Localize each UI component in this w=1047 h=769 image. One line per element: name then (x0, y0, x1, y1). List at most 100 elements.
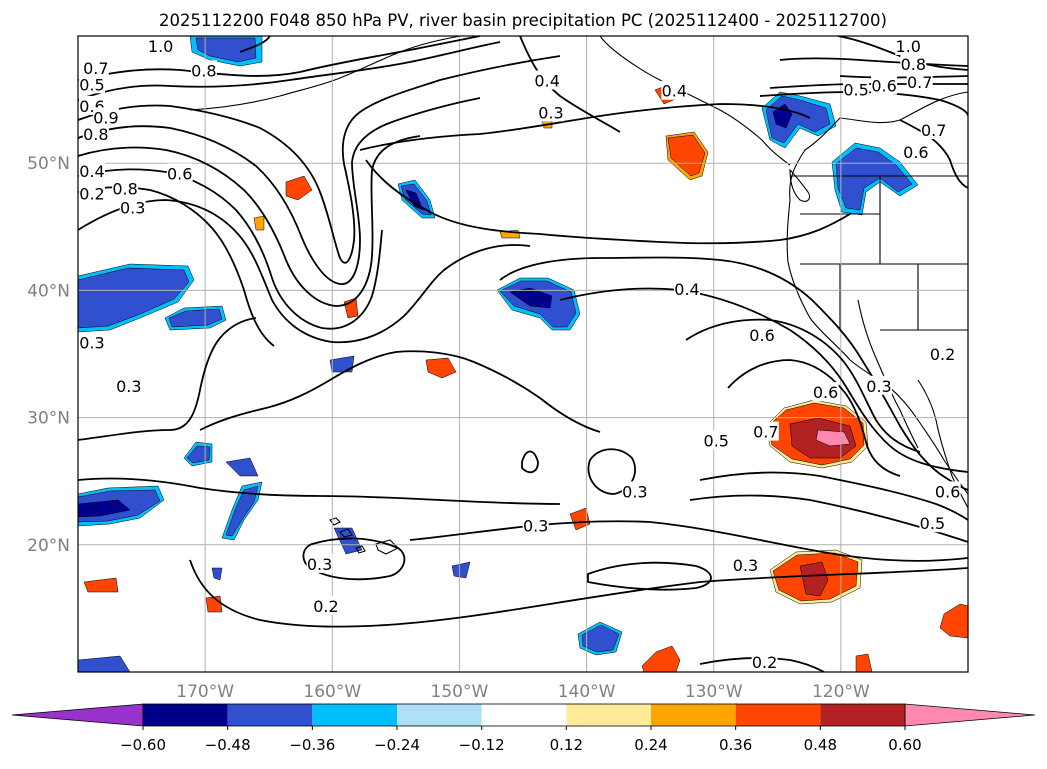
contour-label: 0.3 (538, 103, 563, 122)
figure-title: 2025112200 F048 850 hPa PV, river basin … (159, 11, 887, 30)
precip-blob (285, 175, 313, 201)
precip-blob (509, 287, 553, 309)
precip-blob (329, 355, 355, 373)
pv-contour-0.9-west (78, 36, 481, 81)
pv-contour-0.6-main (685, 318, 921, 453)
contour-label-bg (82, 123, 109, 143)
pv-contour-0.4-main (499, 256, 968, 491)
colorbar-bin (143, 704, 228, 726)
precip-blob (186, 445, 211, 464)
lon-tick-label: 170°W (176, 682, 234, 702)
contour-label-bg (920, 120, 947, 140)
colorbar-tick-label: 0.60 (888, 736, 921, 754)
precip-blob (569, 507, 591, 531)
lat-tick-label: 40°N (27, 281, 70, 301)
pv-contours (78, 36, 968, 672)
contour-label: 1.0 (896, 37, 921, 56)
contour-label: 0.3 (523, 517, 548, 536)
contour-label-bg (703, 430, 730, 450)
lat-tick-label: 20°N (27, 536, 70, 556)
colorbar-tick-label: 0.48 (804, 736, 837, 754)
map-area: 1.00.7 0.80.50.60.90.80.40.2 0.80.60.30.40… (78, 36, 968, 672)
coastlines (189, 36, 968, 555)
precip-blob (425, 357, 457, 379)
hawaiian-islands (329, 517, 399, 555)
contour-label: 0.6 (813, 383, 838, 402)
colorbar-bin (397, 704, 482, 726)
precip-blob (855, 653, 873, 672)
contour-label: 0.2 (79, 185, 104, 204)
precip-blob (815, 429, 851, 447)
colorbar-extend-low (11, 703, 144, 727)
contour-label: 0.7 (83, 59, 108, 78)
contour-label: 0.5 (704, 431, 729, 450)
contour-label: 0.5 (843, 80, 868, 99)
contour-label-bg (871, 75, 898, 95)
pv-contour-east-loop (899, 119, 968, 189)
precip-blob (799, 561, 829, 597)
contour-label-bg (92, 107, 119, 127)
pv-contour-0.5-west (78, 135, 421, 307)
coastline-aleutians (189, 36, 461, 111)
lat-tick-labels: 20°N 30°N 40°N 50°N (27, 154, 70, 556)
contour-label: 0.3 (622, 482, 647, 501)
precip-blob (78, 499, 131, 518)
colorbar-tick-label: −0.12 (459, 736, 505, 754)
contour-label-bg (752, 421, 779, 441)
colorbar-bin (735, 704, 821, 726)
graticule (78, 36, 968, 672)
pv-contour-0.5-loop (699, 471, 968, 521)
contour-label: 0.6 (871, 77, 896, 96)
contour-label-bg (732, 555, 759, 575)
vancouver-island (789, 168, 811, 202)
precip-blob (211, 567, 223, 581)
contour-label-bg (115, 375, 142, 395)
contour-label-bg (919, 513, 946, 533)
precip-blob (641, 645, 681, 672)
contour-label: 0.8 (112, 180, 137, 199)
lon-tick-labels: 170°W 160°W 150°W 140°W 130°W 120°W (176, 682, 870, 702)
contour-label-bg (112, 178, 139, 198)
contour-label-bg (166, 163, 193, 183)
contour-label: 0.8 (901, 55, 926, 74)
colorbar-bin (481, 704, 567, 726)
pv-contour-0.2-south (189, 559, 968, 628)
contour-label-bg (537, 102, 564, 122)
contour-label: 1.0 (148, 37, 173, 56)
pv-contour-0.7-main (727, 359, 901, 477)
contour-label-bg (621, 481, 648, 501)
contour-label-bg (900, 53, 927, 73)
pv-contour-0.3-outer (519, 36, 621, 133)
contour-label: 0.6 (935, 482, 960, 501)
precip-blob (667, 134, 706, 177)
precip-blob (195, 37, 257, 63)
contour-label-bg (79, 160, 105, 180)
contour-label-bg (751, 651, 778, 671)
coastline-alaska (599, 36, 791, 166)
pv-contour-1.0-east (837, 36, 968, 71)
contour-label-bg (812, 382, 839, 402)
pv-contour-0.3-south (409, 520, 968, 562)
contour-label-bg (190, 60, 217, 80)
coastline-mexico (917, 379, 968, 509)
lon-tick-label: 140°W (558, 682, 616, 702)
contour-label: 0.3 (79, 334, 104, 353)
contour-label-bg (534, 70, 561, 90)
pv-contour-0.8-west (78, 41, 501, 101)
contour-label: 0.4 (534, 72, 559, 91)
precip-blob (225, 457, 259, 477)
contour-label: 0.7 (921, 121, 946, 140)
colorbar-tick-label: −0.48 (205, 736, 251, 754)
colorbar-tick-label: 0.36 (719, 736, 752, 754)
colorbar: −0.60 −0.48 −0.36 −0.24 −0.12 0.12 0.24 0.36 0.4… (11, 703, 1036, 754)
colorbar-bin (820, 704, 905, 726)
map-frame (77, 35, 969, 673)
contour-label: 0.8 (191, 61, 216, 80)
contour-label: 0.7 (753, 423, 778, 442)
precip-blob (78, 267, 190, 329)
pv-contour-0.3-west-loop (78, 317, 257, 441)
state-borders (800, 176, 968, 330)
colorbar-bin (651, 704, 736, 726)
contour-label-bg (119, 197, 146, 217)
